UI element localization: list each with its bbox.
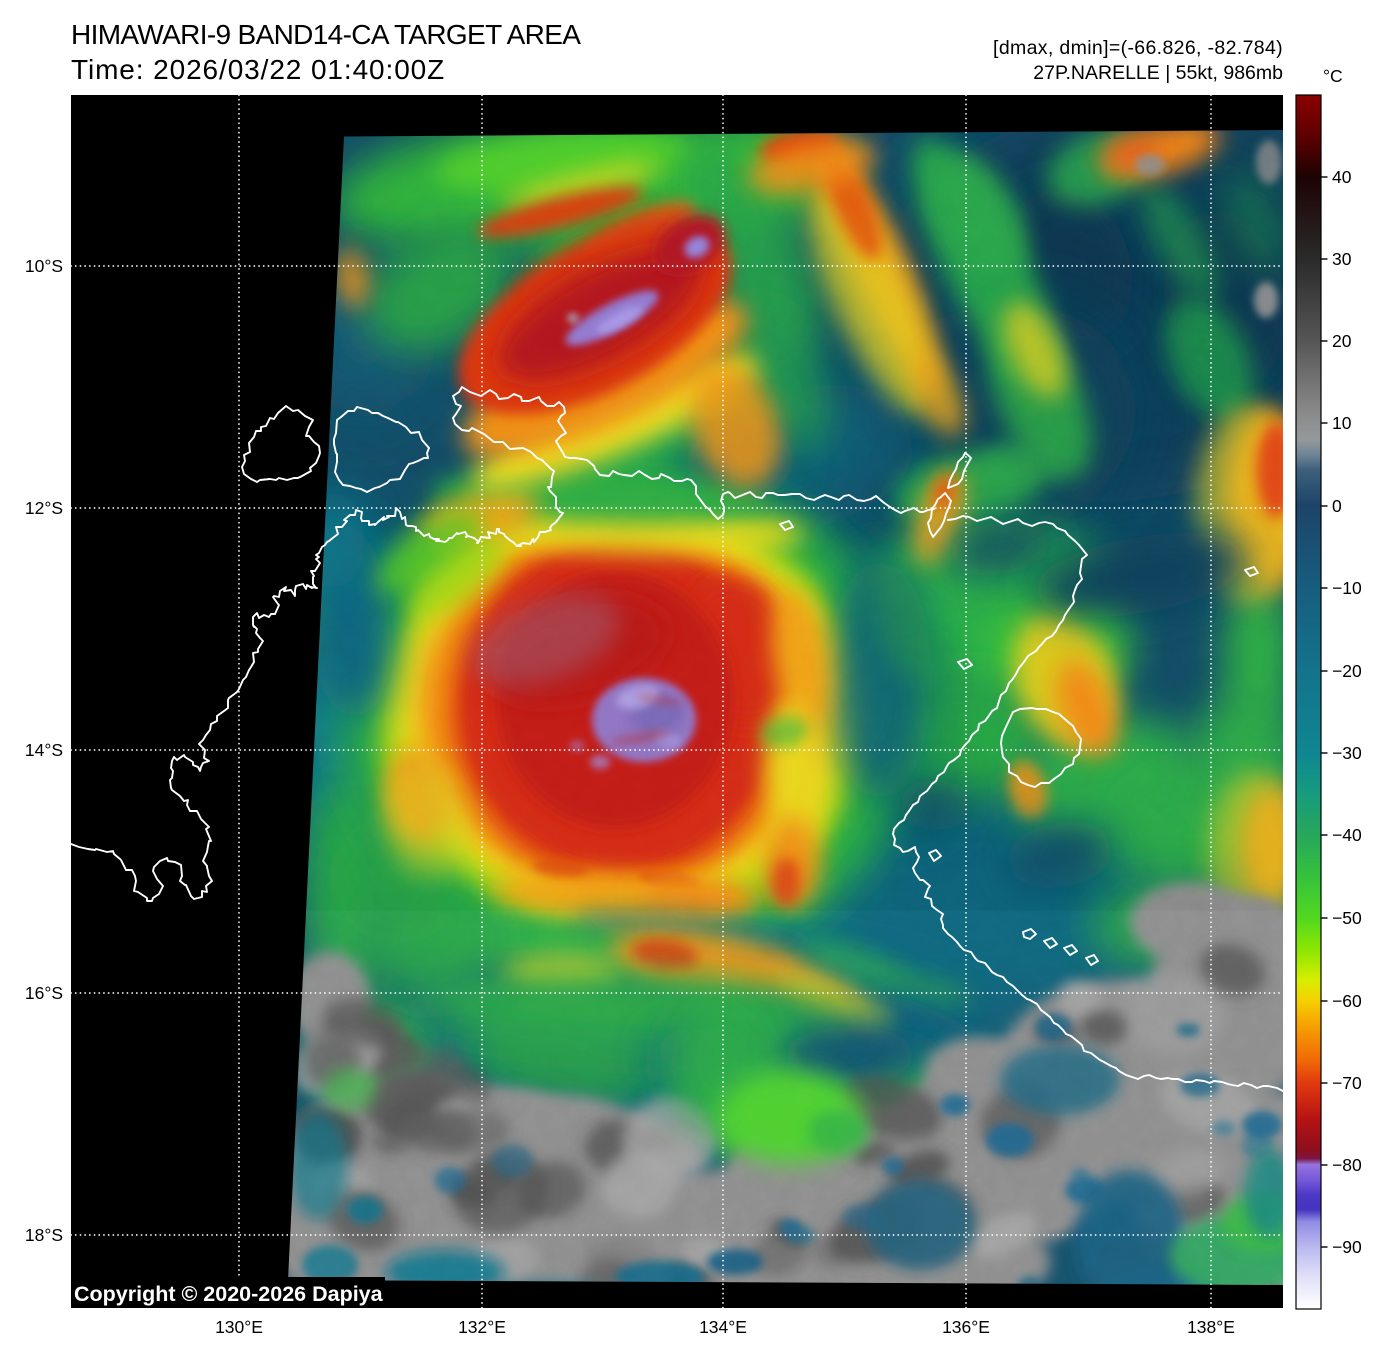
- svg-text:132°E: 132°E: [458, 1317, 506, 1337]
- svg-text:130°E: 130°E: [215, 1317, 263, 1337]
- svg-text:−60: −60: [1332, 991, 1362, 1011]
- svg-text:−20: −20: [1332, 661, 1362, 681]
- svg-text:Time: 2026/03/22 01:40:00Z: Time: 2026/03/22 01:40:00Z: [71, 54, 445, 85]
- svg-text:134°E: 134°E: [699, 1317, 747, 1337]
- svg-text:−10: −10: [1332, 578, 1362, 598]
- svg-text:−50: −50: [1332, 908, 1362, 928]
- svg-text:20: 20: [1332, 331, 1352, 351]
- svg-text:14°S: 14°S: [25, 740, 63, 760]
- svg-text:0: 0: [1332, 496, 1342, 516]
- svg-text:136°E: 136°E: [942, 1317, 990, 1337]
- svg-text:16°S: 16°S: [25, 983, 63, 1003]
- svg-text:12°S: 12°S: [25, 498, 63, 518]
- svg-text:−80: −80: [1332, 1155, 1362, 1175]
- svg-text:Copyright © 2020-2026 Dapiya: Copyright © 2020-2026 Dapiya: [74, 1282, 384, 1306]
- svg-text:°C: °C: [1323, 66, 1343, 86]
- svg-text:−30: −30: [1332, 743, 1362, 763]
- svg-text:−40: −40: [1332, 825, 1362, 845]
- svg-text:27P.NARELLE | 55kt, 986mb: 27P.NARELLE | 55kt, 986mb: [1033, 62, 1283, 84]
- svg-text:18°S: 18°S: [25, 1225, 63, 1245]
- svg-text:[dmax, dmin]=(-66.826, -82.784: [dmax, dmin]=(-66.826, -82.784): [993, 37, 1283, 59]
- svg-text:138°E: 138°E: [1187, 1317, 1235, 1337]
- svg-text:40: 40: [1332, 167, 1352, 187]
- svg-text:30: 30: [1332, 249, 1352, 269]
- svg-text:10°S: 10°S: [25, 256, 63, 276]
- svg-text:10: 10: [1332, 413, 1352, 433]
- svg-text:HIMAWARI-9 BAND14-CA TARGET AR: HIMAWARI-9 BAND14-CA TARGET AREA: [71, 19, 581, 50]
- svg-text:−70: −70: [1332, 1073, 1362, 1093]
- svg-text:−90: −90: [1332, 1237, 1362, 1257]
